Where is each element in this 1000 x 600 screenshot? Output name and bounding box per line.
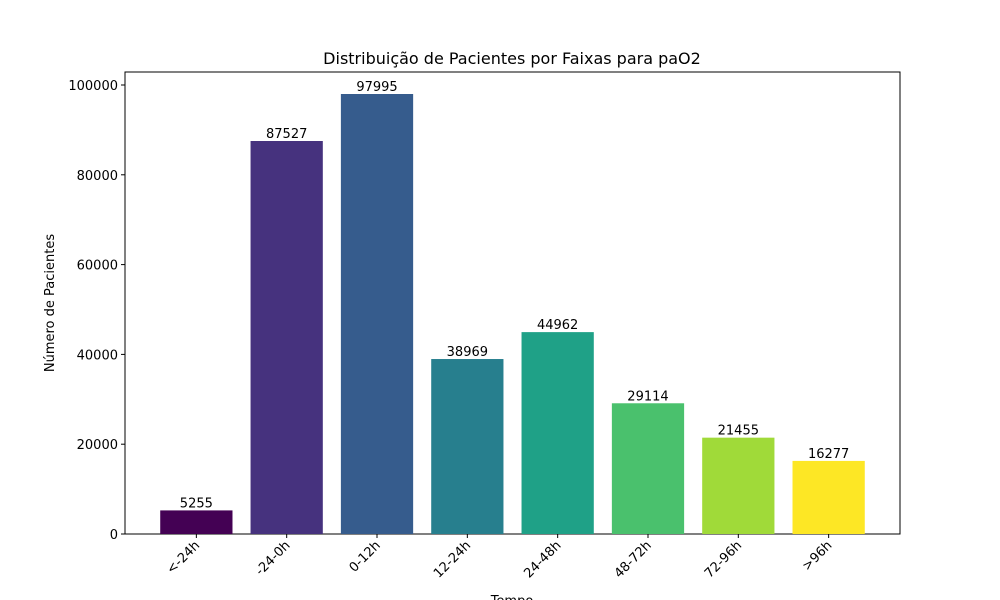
data-label: 87527 (266, 127, 307, 142)
bar (521, 332, 594, 534)
y-tick-label: 100000 (68, 79, 118, 94)
bar (431, 359, 504, 534)
data-label: 21455 (718, 424, 759, 439)
y-axis-label: Número de Pacientes (43, 234, 58, 372)
chart-title: Distribuição de Pacientes por Faixas par… (323, 49, 701, 68)
data-label: 97995 (356, 80, 397, 95)
bar (160, 510, 233, 534)
bar (702, 437, 775, 534)
bar (340, 94, 414, 534)
x-tick-label: 0-12h (347, 538, 384, 575)
x-tick-label: 12-24h (431, 538, 474, 581)
x-tick-label: <-24h (164, 538, 203, 577)
data-label: 38969 (447, 345, 488, 360)
y-tick-label: 0 (110, 528, 118, 543)
x-tick-label: 24-48h (521, 538, 564, 581)
y-tick-label: 80000 (77, 169, 118, 184)
y-tick-label: 60000 (77, 259, 118, 274)
bar (792, 460, 865, 534)
x-tick-label: >96h (800, 538, 836, 574)
y-tick-label: 40000 (77, 348, 118, 363)
data-label: 29114 (627, 389, 668, 404)
data-label: 44962 (537, 318, 578, 333)
x-tick-label: 72-96h (702, 538, 745, 581)
plot-frame (124, 71, 901, 535)
bar (250, 141, 323, 534)
data-label: 16277 (808, 447, 849, 462)
x-axis-label: Tempo (490, 594, 534, 600)
data-label: 5255 (180, 496, 213, 511)
x-tick-label: 48-72h (612, 538, 655, 581)
y-tick-label: 20000 (77, 438, 118, 453)
bar (611, 403, 685, 534)
x-tick-label: -24-0h (253, 538, 294, 579)
